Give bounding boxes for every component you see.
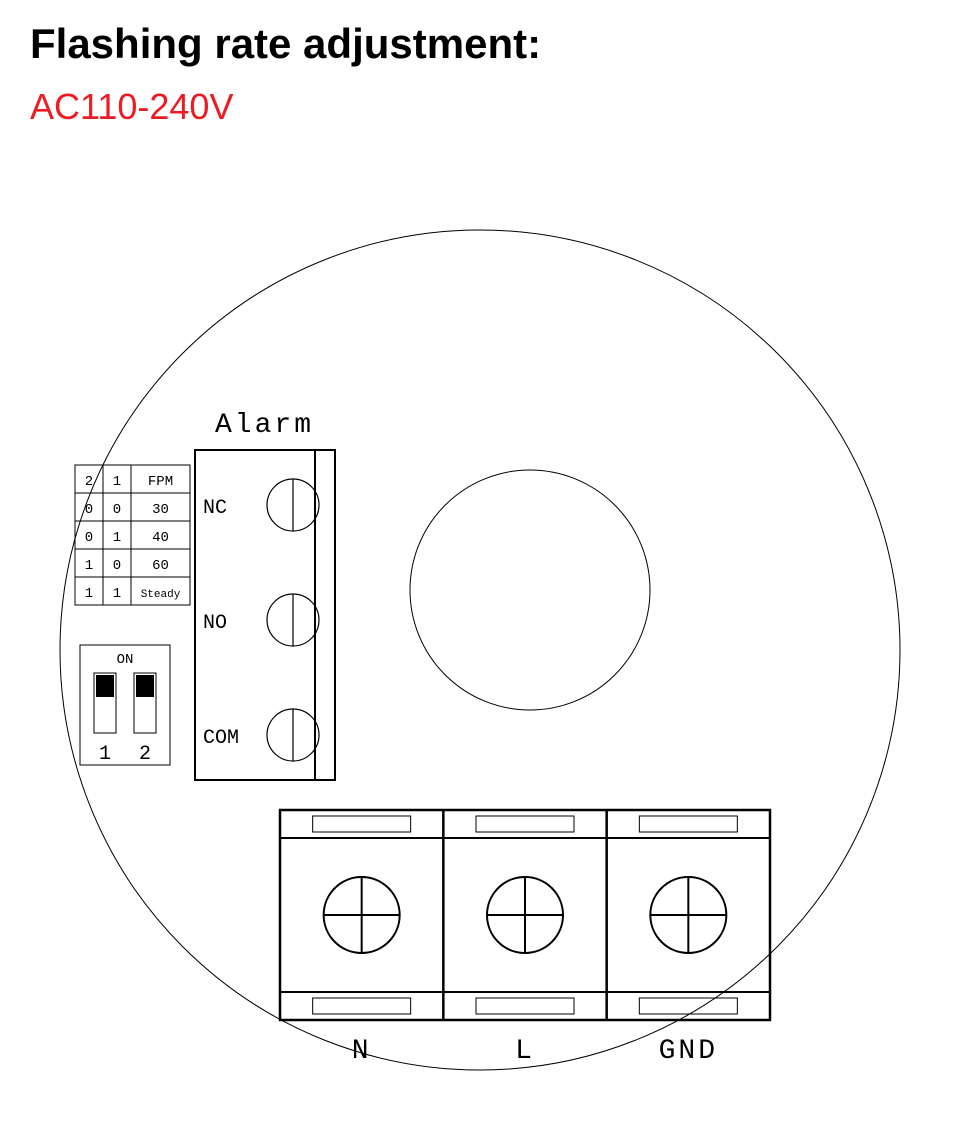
svg-text:COM: COM [203,727,239,750]
svg-text:N: N [352,1036,372,1067]
svg-text:2: 2 [85,474,93,490]
svg-text:2: 2 [139,743,151,766]
svg-text:1: 1 [85,558,93,574]
svg-text:L: L [515,1036,535,1067]
svg-text:1: 1 [113,586,121,602]
svg-text:60: 60 [152,558,169,574]
svg-text:1: 1 [113,530,121,546]
svg-text:NC: NC [203,497,227,520]
svg-text:40: 40 [152,530,169,546]
svg-text:ON: ON [117,652,134,668]
svg-text:1: 1 [99,743,111,766]
svg-text:0: 0 [85,502,93,518]
svg-text:NO: NO [203,612,227,635]
svg-text:30: 30 [152,502,169,518]
voltage-subtitle: AC110-240V [30,86,924,128]
svg-text:0: 0 [113,502,121,518]
svg-text:FPM: FPM [148,474,173,490]
page-title: Flashing rate adjustment: [30,20,924,68]
svg-text:0: 0 [113,558,121,574]
svg-text:Steady: Steady [141,589,181,601]
wiring-diagram: Alarm NC NO COM 2 1 FPM 0 0 30 0 1 40 1 0 60 1 1 Steady ON 1… [30,190,930,1110]
svg-text:1: 1 [85,586,93,602]
svg-text:0: 0 [85,530,93,546]
svg-text:GND: GND [659,1036,718,1067]
svg-text:1: 1 [113,474,121,490]
svg-text:Alarm: Alarm [215,410,314,441]
